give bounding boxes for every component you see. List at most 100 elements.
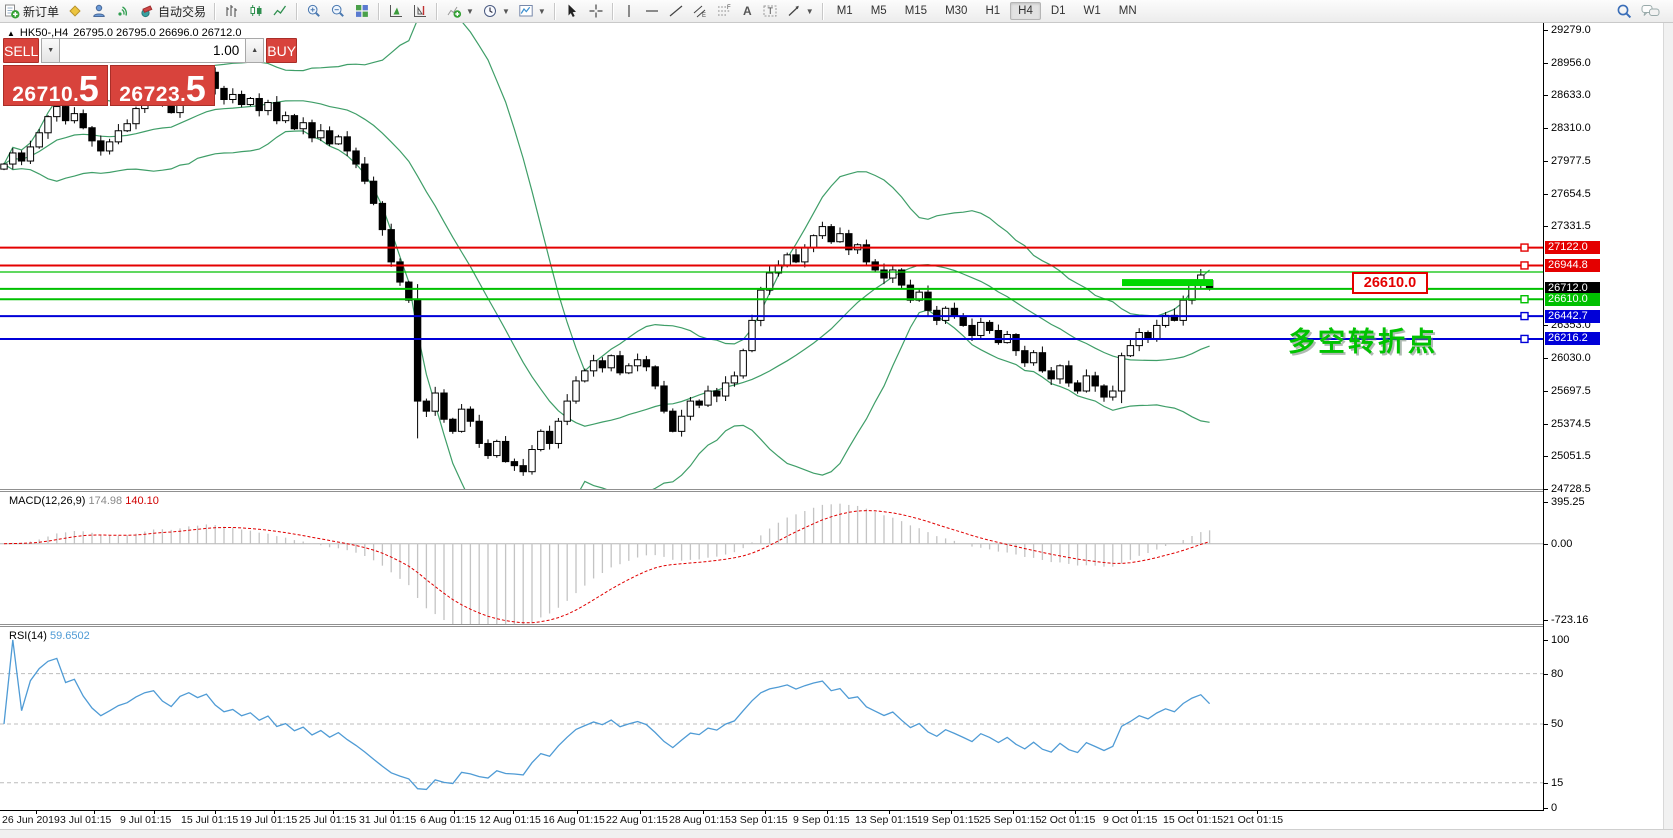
toolbar-separator xyxy=(296,2,299,20)
candle-body xyxy=(123,123,131,132)
line-chart-button[interactable] xyxy=(268,1,292,21)
turning-point-note[interactable]: 多空转折点 xyxy=(1288,327,1438,357)
chart-shift-button[interactable] xyxy=(408,1,432,21)
timeframes-menu-button[interactable]: ▼ xyxy=(478,1,514,21)
candle-body xyxy=(61,106,70,122)
trendline-button[interactable] xyxy=(664,1,688,21)
collapse-arrow-icon[interactable]: ▲ xyxy=(7,28,15,38)
timeframe-button-d1[interactable]: D1 xyxy=(1050,5,1066,17)
date-label: 9 Oct 01:15 xyxy=(1103,814,1158,826)
line-price-label[interactable]: 26944.8 xyxy=(1545,258,1600,272)
timeframe-button-h1[interactable]: H1 xyxy=(985,5,1001,17)
timeframe-button-mn[interactable]: MN xyxy=(1118,5,1137,17)
toolbar-separator xyxy=(378,2,381,20)
timeframe-group: M1 M5 M15 M30 H1 H4 D1 W1 MN xyxy=(828,0,1146,22)
vertical-line-button[interactable] xyxy=(618,1,640,21)
toolbar-separator xyxy=(214,2,217,20)
axis-tick xyxy=(1544,226,1548,228)
line-price-label[interactable]: 26610.0 xyxy=(1545,292,1600,306)
svg-text:A: A xyxy=(743,4,752,18)
dropdown-caret-icon: ▼ xyxy=(466,6,474,16)
volume-decrease-button[interactable]: ▼ xyxy=(41,38,61,63)
timeframe-button-h4[interactable]: H4 xyxy=(1010,2,1041,20)
volume-increase-button[interactable]: ▲ xyxy=(245,38,265,63)
cursor-button[interactable] xyxy=(560,1,584,21)
zoom-out-button[interactable] xyxy=(326,1,350,21)
timeframe-button-m5[interactable]: M5 xyxy=(870,5,887,17)
line-price-label[interactable]: 26442.7 xyxy=(1545,309,1600,323)
candle-body xyxy=(246,97,255,106)
add-indicator-button[interactable]: ▼ xyxy=(442,1,478,21)
candle-body xyxy=(1047,370,1055,380)
panel-separator[interactable] xyxy=(0,624,1543,627)
zoom-in-button[interactable] xyxy=(302,1,326,21)
line-price-label[interactable]: 26216.2 xyxy=(1545,332,1600,346)
bar-chart-button[interactable] xyxy=(220,1,244,21)
candlestick-chart-button[interactable] xyxy=(244,1,268,21)
rsi-panel[interactable] xyxy=(0,628,1543,810)
new-order-button[interactable]: 新订单 xyxy=(0,1,63,22)
signals-button[interactable] xyxy=(111,1,135,21)
date-label: 6 Aug 01:15 xyxy=(420,814,477,826)
candle-body xyxy=(475,420,483,444)
candle-body xyxy=(1029,352,1038,364)
arrows-button[interactable]: ▼ xyxy=(782,1,818,21)
highlight-segment[interactable] xyxy=(1122,279,1213,287)
candle-body xyxy=(748,319,756,352)
quotes-button[interactable] xyxy=(63,1,87,21)
chat-button[interactable] xyxy=(1637,1,1665,21)
sell-price[interactable]: 26710. 5 xyxy=(3,65,108,109)
time-axis[interactable]: 26 Jun 2019 3 Jul 01:15 9 Jul 01:15 15 Jul … xyxy=(0,811,1543,829)
main-chart[interactable] xyxy=(0,23,1543,490)
tile-windows-button[interactable] xyxy=(350,1,374,21)
timeframe-button-m30[interactable]: M30 xyxy=(945,5,968,17)
text-button[interactable]: A xyxy=(736,1,758,21)
date-label: 13 Sep 01:15 xyxy=(855,814,918,826)
candle-body xyxy=(528,449,536,473)
price-note-box[interactable]: 26610.0 xyxy=(1352,272,1428,294)
horizontal-line-button[interactable] xyxy=(640,1,664,21)
line-handle[interactable] xyxy=(1520,334,1529,344)
candle-body xyxy=(220,87,228,100)
fibonacci-button[interactable]: F xyxy=(712,1,736,21)
axis-tick-label: 395.25 xyxy=(1551,496,1585,508)
buy-button[interactable]: BUY xyxy=(266,38,298,63)
panel-separator[interactable] xyxy=(0,489,1543,492)
candle-body xyxy=(510,461,519,467)
buy-price[interactable]: 26723. 5 xyxy=(110,65,215,109)
line-handle[interactable] xyxy=(1520,295,1529,304)
equidistant-channel-button[interactable]: E xyxy=(688,1,712,21)
candle-body xyxy=(792,254,800,263)
macd-panel[interactable] xyxy=(0,493,1543,625)
timeframe-button-m1[interactable]: M1 xyxy=(836,5,853,17)
crosshair-button[interactable] xyxy=(584,1,608,21)
line-handle[interactable] xyxy=(1520,261,1529,270)
chart-title: ▲ HK50-,H4 26795.0 26795.0 26696.0 26712… xyxy=(7,27,241,39)
candle-body xyxy=(501,440,510,463)
candle-body xyxy=(968,324,976,337)
text-label-button[interactable]: T xyxy=(758,1,782,21)
timeframe-button-w1[interactable]: W1 xyxy=(1083,5,1101,17)
timeframe-button-m15[interactable]: M15 xyxy=(904,5,928,17)
sell-button[interactable]: SELL xyxy=(3,38,40,63)
autotrading-button[interactable]: 自动交易 xyxy=(135,1,210,22)
axis-tick xyxy=(1544,62,1548,64)
search-button[interactable] xyxy=(1612,1,1637,22)
candle-body xyxy=(598,360,607,369)
volume-input[interactable] xyxy=(60,38,246,63)
candle-body xyxy=(53,106,61,118)
line-price-label[interactable]: 27122.0 xyxy=(1545,241,1600,255)
vertical-scrollbar[interactable] xyxy=(1663,23,1673,829)
candle-body xyxy=(783,254,791,266)
accounts-button[interactable] xyxy=(87,1,111,21)
templates-button[interactable]: ▼ xyxy=(514,1,550,21)
new-order-icon xyxy=(4,3,20,19)
line-handle[interactable] xyxy=(1520,243,1529,252)
candle-body xyxy=(1056,365,1064,380)
candle-body xyxy=(572,380,580,402)
candle-body xyxy=(405,281,413,301)
rsi-label: RSI(14) 59.6502 xyxy=(9,630,90,642)
line-handle[interactable] xyxy=(1520,311,1529,321)
date-label: 3 Jul 01:15 xyxy=(60,814,112,826)
auto-scroll-button[interactable] xyxy=(384,1,408,21)
